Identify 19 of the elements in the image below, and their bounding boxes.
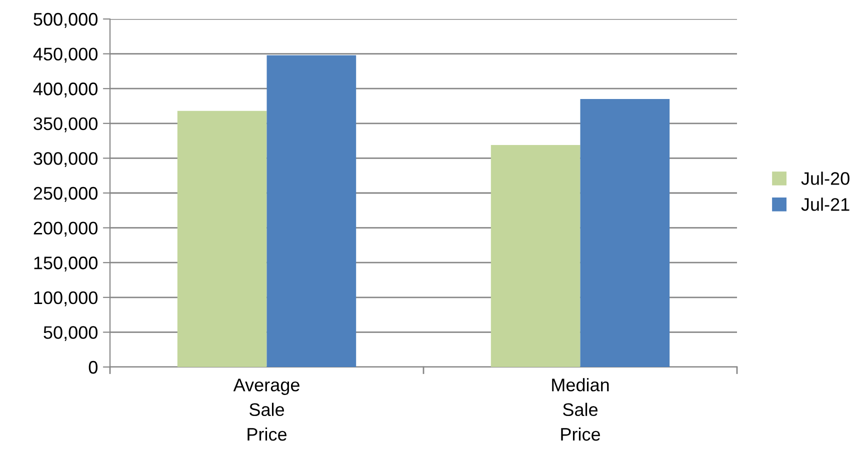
bar — [177, 110, 267, 367]
y-tick-label: 200,000 — [34, 222, 98, 237]
y-tick-label: 250,000 — [34, 186, 98, 202]
bar — [580, 99, 670, 367]
y-tick-label: 450,000 — [33, 48, 98, 63]
y-tick-label: 350,000 — [34, 117, 98, 132]
bar — [490, 144, 580, 367]
y-tick-label: 400,000 — [33, 82, 98, 98]
y-tick-label: 300,000 — [34, 152, 98, 168]
y-tick-label: 500,000 — [34, 12, 98, 28]
x-tick-label: Median Sale Price — [552, 378, 609, 441]
y-tick-label: 100,000 — [34, 291, 98, 306]
x-tick-label: Average Sale Price — [233, 378, 300, 441]
y-tick-label: 0 — [88, 360, 98, 374]
legend-label: Jul-21 — [801, 198, 850, 211]
bar — [266, 55, 356, 367]
legend-label: Jul-20 — [801, 172, 850, 185]
y-tick-label: 50,000 — [44, 326, 98, 342]
y-tick-label: 150,000 — [34, 256, 98, 272]
